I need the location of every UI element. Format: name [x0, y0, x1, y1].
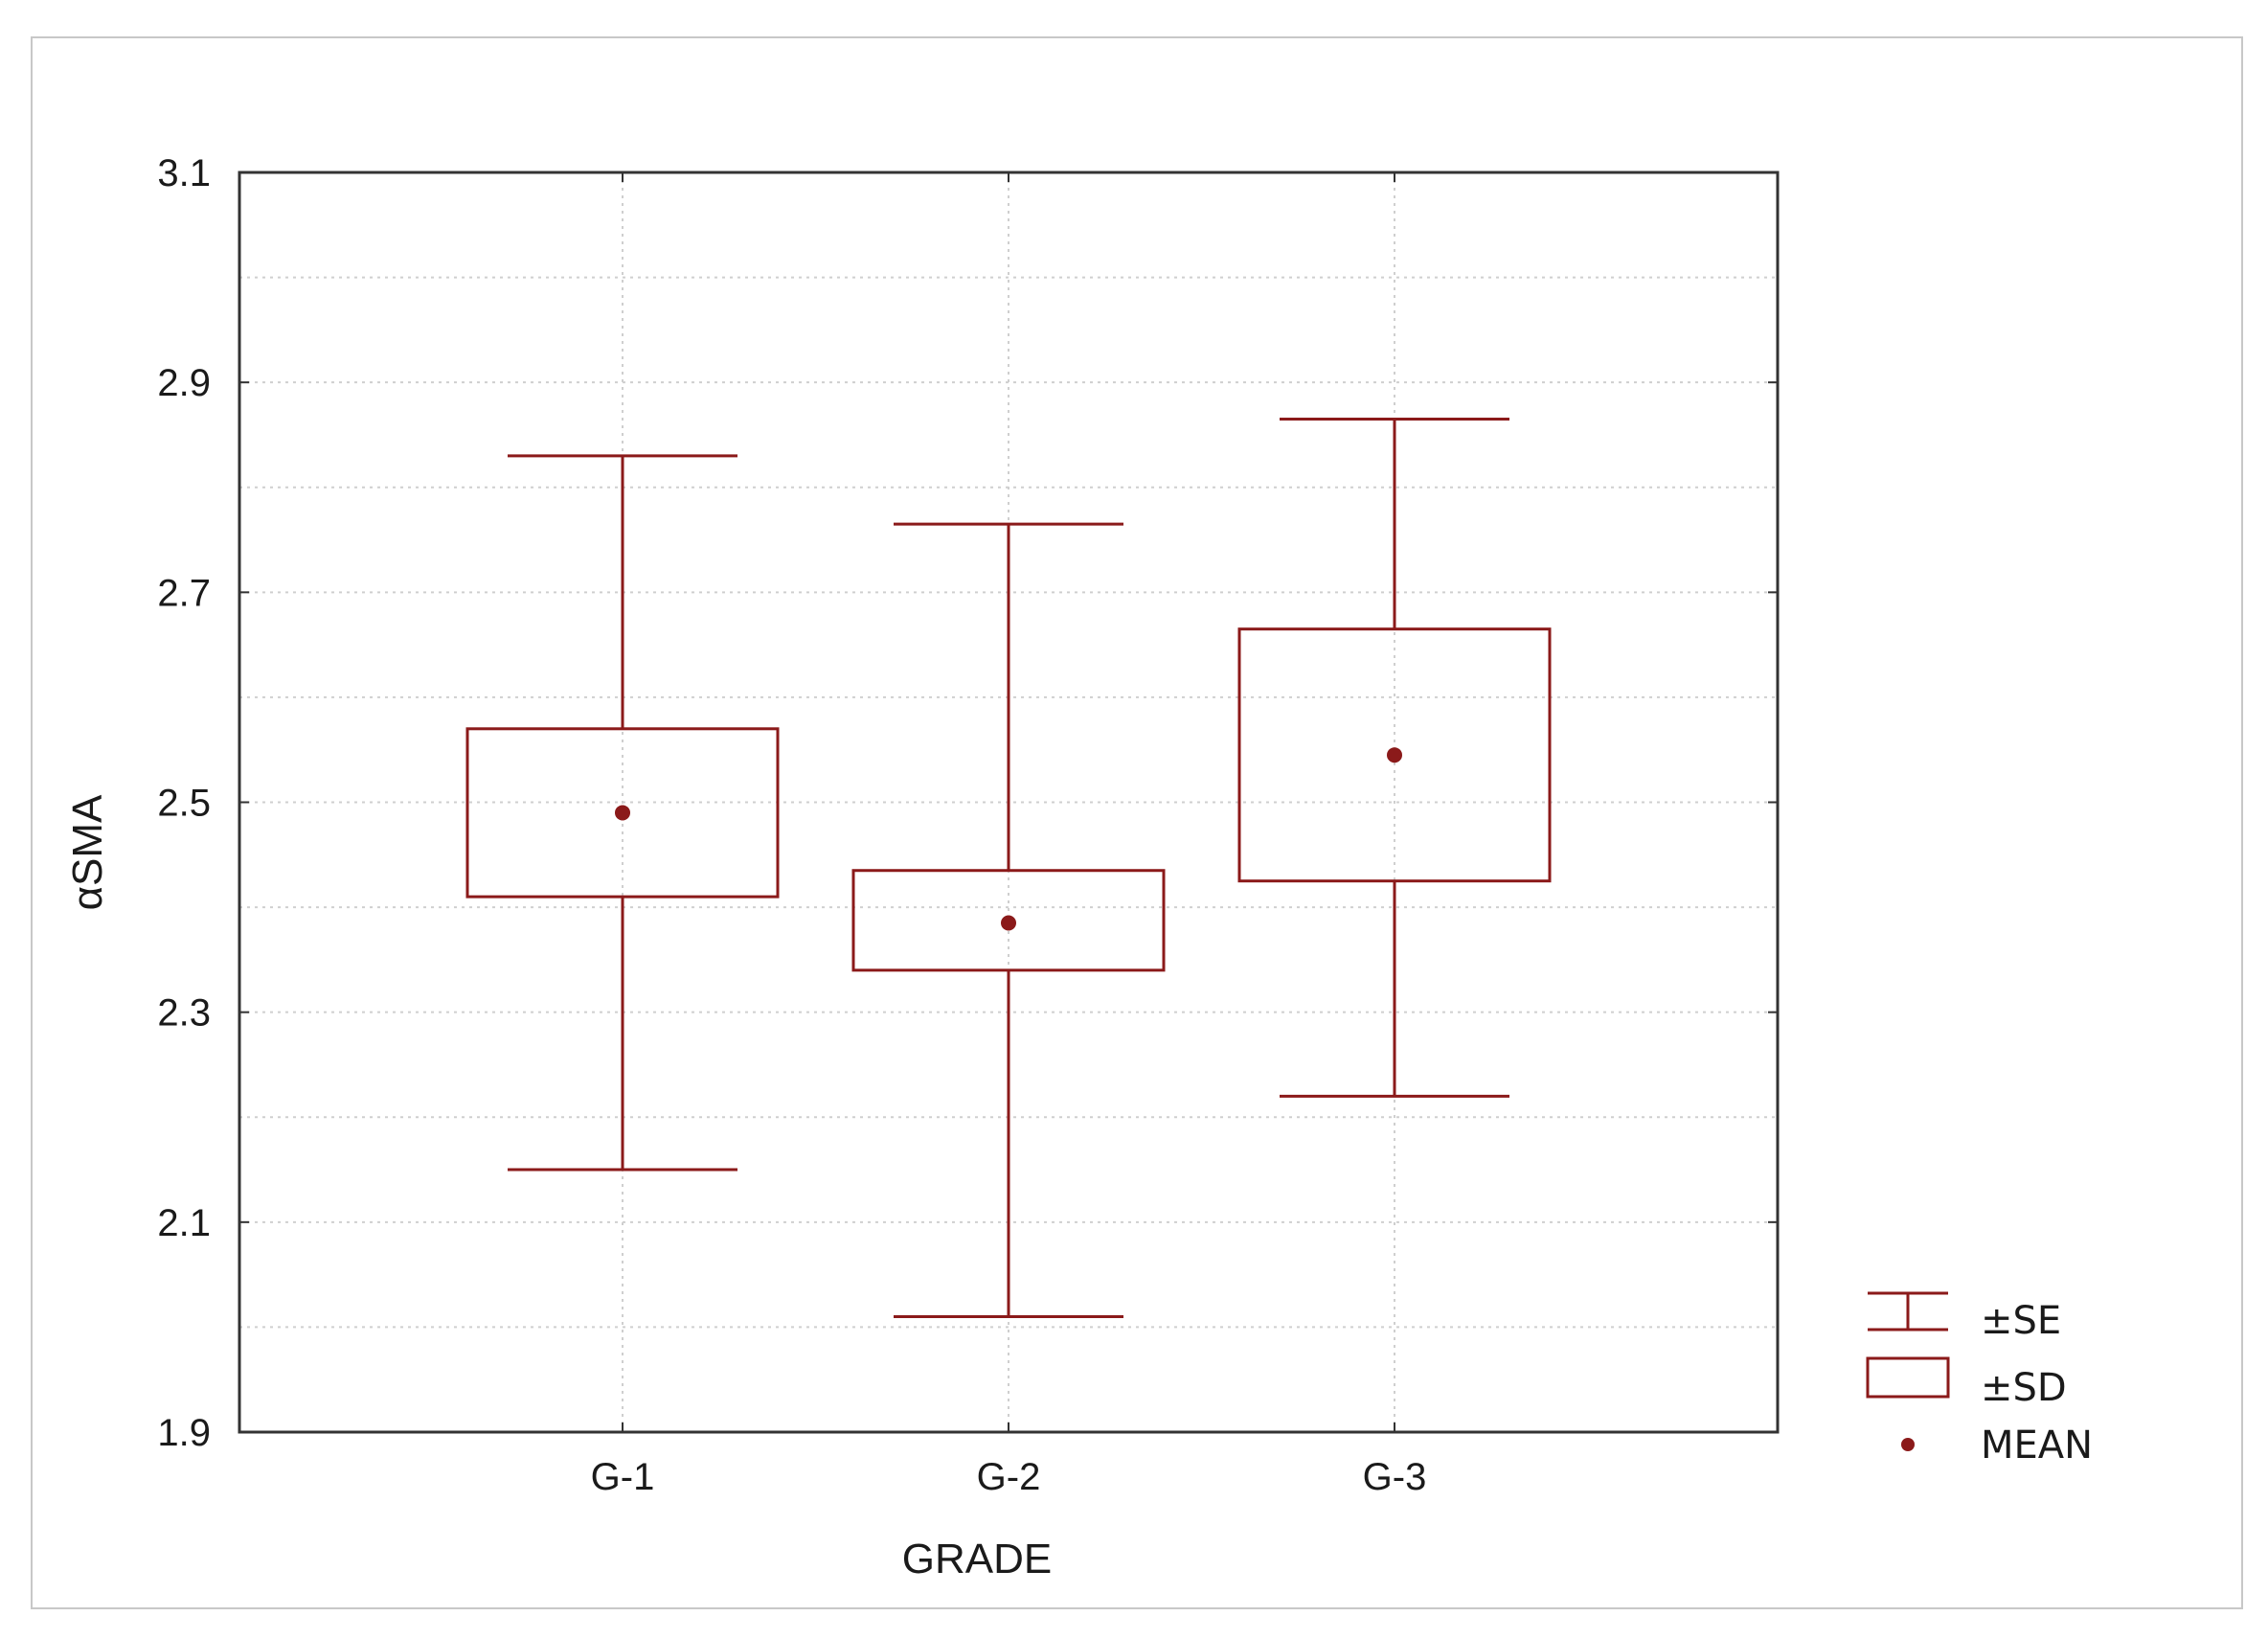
- box: [1237, 627, 1552, 883]
- y-tick-label: 2.9: [157, 362, 211, 404]
- legend-label: MEAN: [1981, 1423, 2093, 1468]
- y-tick-label: 2.5: [157, 783, 211, 825]
- box-group-G-1: [465, 454, 780, 1172]
- y-tick-label: 1.9: [157, 1412, 211, 1454]
- y-tick-label: 2.3: [157, 992, 211, 1035]
- mean-marker: [1387, 747, 1402, 763]
- y-tick-label: 2.1: [157, 1202, 211, 1244]
- box-group-G-3: [1237, 418, 1552, 1098]
- y-axis-title: αSMA: [64, 794, 111, 910]
- x-tick-label: G-3: [1363, 1456, 1427, 1498]
- mean-marker: [1001, 915, 1016, 931]
- figure-frame: [31, 36, 2243, 1609]
- legend-symbol-dot: [1901, 1438, 1915, 1451]
- legend: ±SE ±SD MEAN: [1866, 1291, 2093, 1468]
- box: [465, 727, 780, 899]
- x-axis-title: GRADE: [902, 1536, 1052, 1582]
- x-tick-label: G-1: [591, 1456, 655, 1498]
- mean-marker: [615, 805, 630, 821]
- y-axis-ticks: 1.9 2.1 2.3 2.5 2.7 2.9 3.1: [157, 152, 1778, 1454]
- legend-symbol-box: [1866, 1356, 1950, 1399]
- legend-label: ±SD: [1981, 1366, 2067, 1410]
- y-tick-label: 2.7: [157, 572, 211, 614]
- x-axis-ticks: G-1 G-2 G-3: [591, 172, 1427, 1498]
- legend-label: ±SE: [1981, 1299, 2061, 1343]
- chart-marks: [465, 418, 1552, 1318]
- box-group-G-2: [851, 522, 1166, 1318]
- x-tick-label: G-2: [977, 1456, 1041, 1498]
- y-tick-label: 3.1: [157, 152, 211, 194]
- box: [851, 869, 1166, 972]
